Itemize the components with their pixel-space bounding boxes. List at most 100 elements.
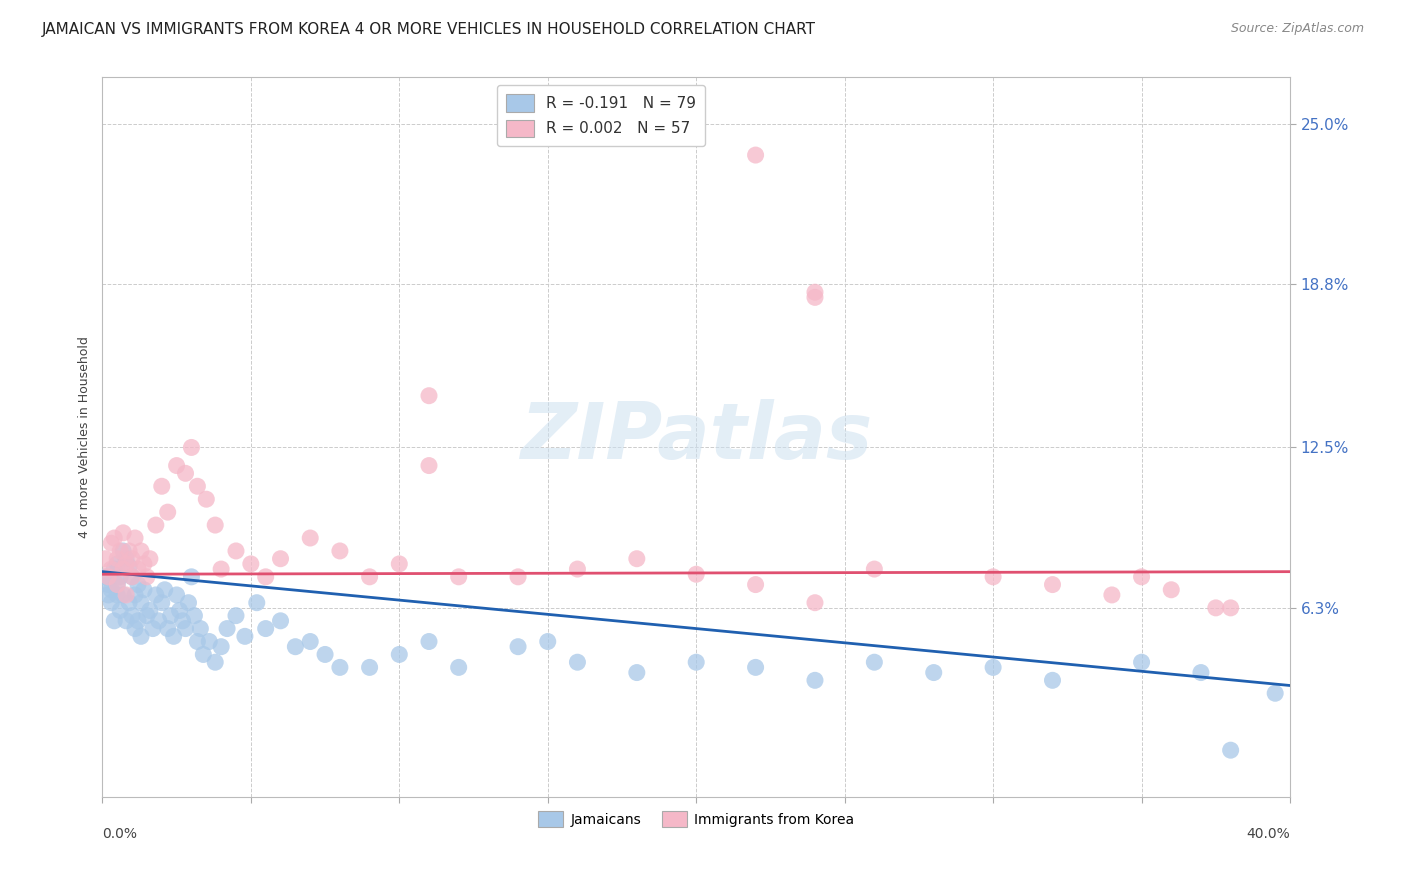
Point (233, 629, 256, 643)
Point (567, 562, 589, 576)
Point (180, 570, 202, 584)
Point (193, 648, 215, 662)
Point (115, 557, 138, 571)
Point (135, 608, 157, 623)
Point (186, 479, 208, 493)
Point (105, 577, 128, 591)
Point (1042, 577, 1064, 591)
Point (148, 614, 170, 628)
Point (506, 570, 529, 584)
Point (118, 544, 141, 558)
Point (254, 570, 277, 584)
Point (388, 557, 411, 571)
Point (105, 557, 128, 571)
Point (418, 634, 440, 648)
Point (105, 588, 128, 602)
Point (1160, 582, 1182, 597)
Y-axis label: 4 or more Vehicles in Household: 4 or more Vehicles in Household (79, 336, 91, 538)
Point (100, 562, 122, 576)
Point (115, 588, 138, 602)
Text: ZIPatlas: ZIPatlas (520, 399, 872, 475)
Point (129, 596, 152, 610)
Point (209, 562, 232, 576)
Point (174, 467, 197, 481)
Point (329, 660, 352, 674)
Point (567, 655, 589, 669)
Point (418, 458, 440, 473)
Point (118, 596, 141, 610)
Point (314, 648, 336, 662)
Point (139, 603, 162, 617)
Point (183, 608, 205, 623)
Point (108, 603, 131, 617)
Point (1219, 600, 1241, 615)
Point (139, 551, 162, 566)
Point (174, 622, 197, 636)
Point (115, 614, 138, 628)
Point (118, 559, 141, 574)
Point (685, 655, 707, 669)
Point (744, 660, 766, 674)
Point (804, 285, 827, 300)
Point (169, 603, 191, 617)
Point (1189, 665, 1212, 680)
Point (132, 582, 155, 597)
Point (209, 640, 232, 654)
Point (115, 551, 138, 566)
Point (103, 562, 125, 576)
Point (112, 544, 135, 558)
Point (506, 640, 529, 654)
Point (127, 577, 149, 591)
Point (804, 290, 827, 304)
Point (186, 634, 208, 648)
Point (329, 544, 352, 558)
Point (447, 570, 470, 584)
Point (166, 588, 188, 602)
Point (1042, 673, 1064, 688)
Text: 40.0%: 40.0% (1246, 827, 1291, 841)
Point (239, 557, 262, 571)
Point (217, 622, 239, 636)
Point (198, 634, 221, 648)
Point (299, 634, 322, 648)
Point (108, 570, 131, 584)
Point (150, 479, 173, 493)
Point (103, 614, 125, 628)
Point (112, 588, 135, 602)
Text: 0.0%: 0.0% (103, 827, 138, 841)
Point (100, 596, 122, 610)
Point (124, 531, 146, 545)
Point (981, 660, 1004, 674)
Point (132, 557, 155, 571)
Point (359, 570, 381, 584)
Point (156, 622, 179, 636)
Text: JAMAICAN VS IMMIGRANTS FROM KOREA 4 OR MORE VEHICLES IN HOUSEHOLD CORRELATION CH: JAMAICAN VS IMMIGRANTS FROM KOREA 4 OR M… (42, 22, 815, 37)
Point (225, 608, 247, 623)
Point (246, 596, 269, 610)
Point (100, 536, 122, 550)
Point (447, 660, 470, 674)
Point (863, 655, 886, 669)
Point (190, 622, 212, 636)
Point (159, 608, 181, 623)
Point (626, 665, 648, 680)
Point (863, 562, 886, 576)
Point (1264, 686, 1286, 700)
Point (804, 673, 827, 688)
Point (1219, 743, 1241, 757)
Point (97, 570, 120, 584)
Point (1101, 588, 1123, 602)
Point (124, 588, 146, 602)
Point (172, 614, 194, 628)
Point (97, 577, 120, 591)
Point (744, 577, 766, 591)
Point (129, 629, 152, 643)
Point (105, 551, 128, 566)
Point (121, 570, 143, 584)
Point (299, 531, 322, 545)
Point (103, 531, 125, 545)
Point (112, 562, 135, 576)
Point (359, 660, 381, 674)
Point (162, 629, 184, 643)
Point (121, 551, 143, 566)
